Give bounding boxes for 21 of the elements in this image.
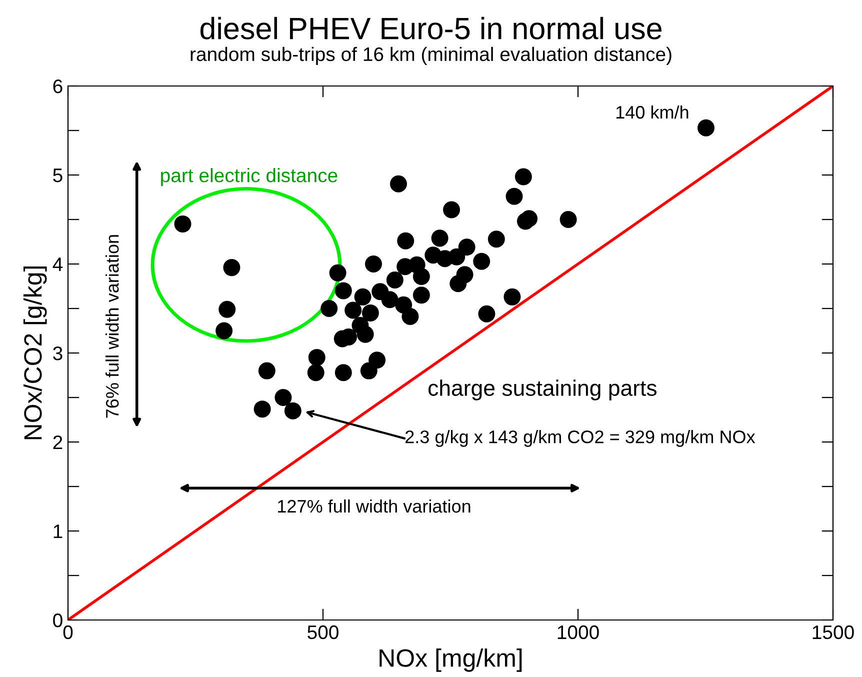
y-tick-label: 4 [52,258,63,272]
x-axis-title: NOx [mg/km] [380,648,522,672]
chart-title: diesel PHEV Euro-5 in normal use [200,16,662,40]
y-tick-label: 3 [53,346,62,360]
x-tick-label: 1000 [558,625,599,640]
annotation: 140 km/h [616,105,688,119]
y-tick-label: 2 [53,435,62,450]
annotation: 127% full width variation [278,499,470,513]
y-tick-label: 6 [53,79,62,94]
y-axis-title: NOx/CO2 [g/kg] [23,266,47,440]
annotation: charge sustaining parts [428,380,657,400]
annotation: part electric distance [161,168,338,186]
x-tick-label: 1500 [812,625,854,640]
annotation: 76% full width variation [105,235,119,418]
y-tick-label: 5 [53,168,62,182]
chart-subtitle: random sub-trips of 16 km (minimal evaluation distance) [190,46,672,65]
annotation: 2.3 g/kg x 143 g/km CO2 = 329 mg/km NOx [406,430,756,447]
y-tick-label: 0 [53,613,62,628]
x-tick-label: 500 [308,625,338,640]
x-tick-label: 0 [63,625,73,640]
y-tick-label: 1 [54,524,62,538]
